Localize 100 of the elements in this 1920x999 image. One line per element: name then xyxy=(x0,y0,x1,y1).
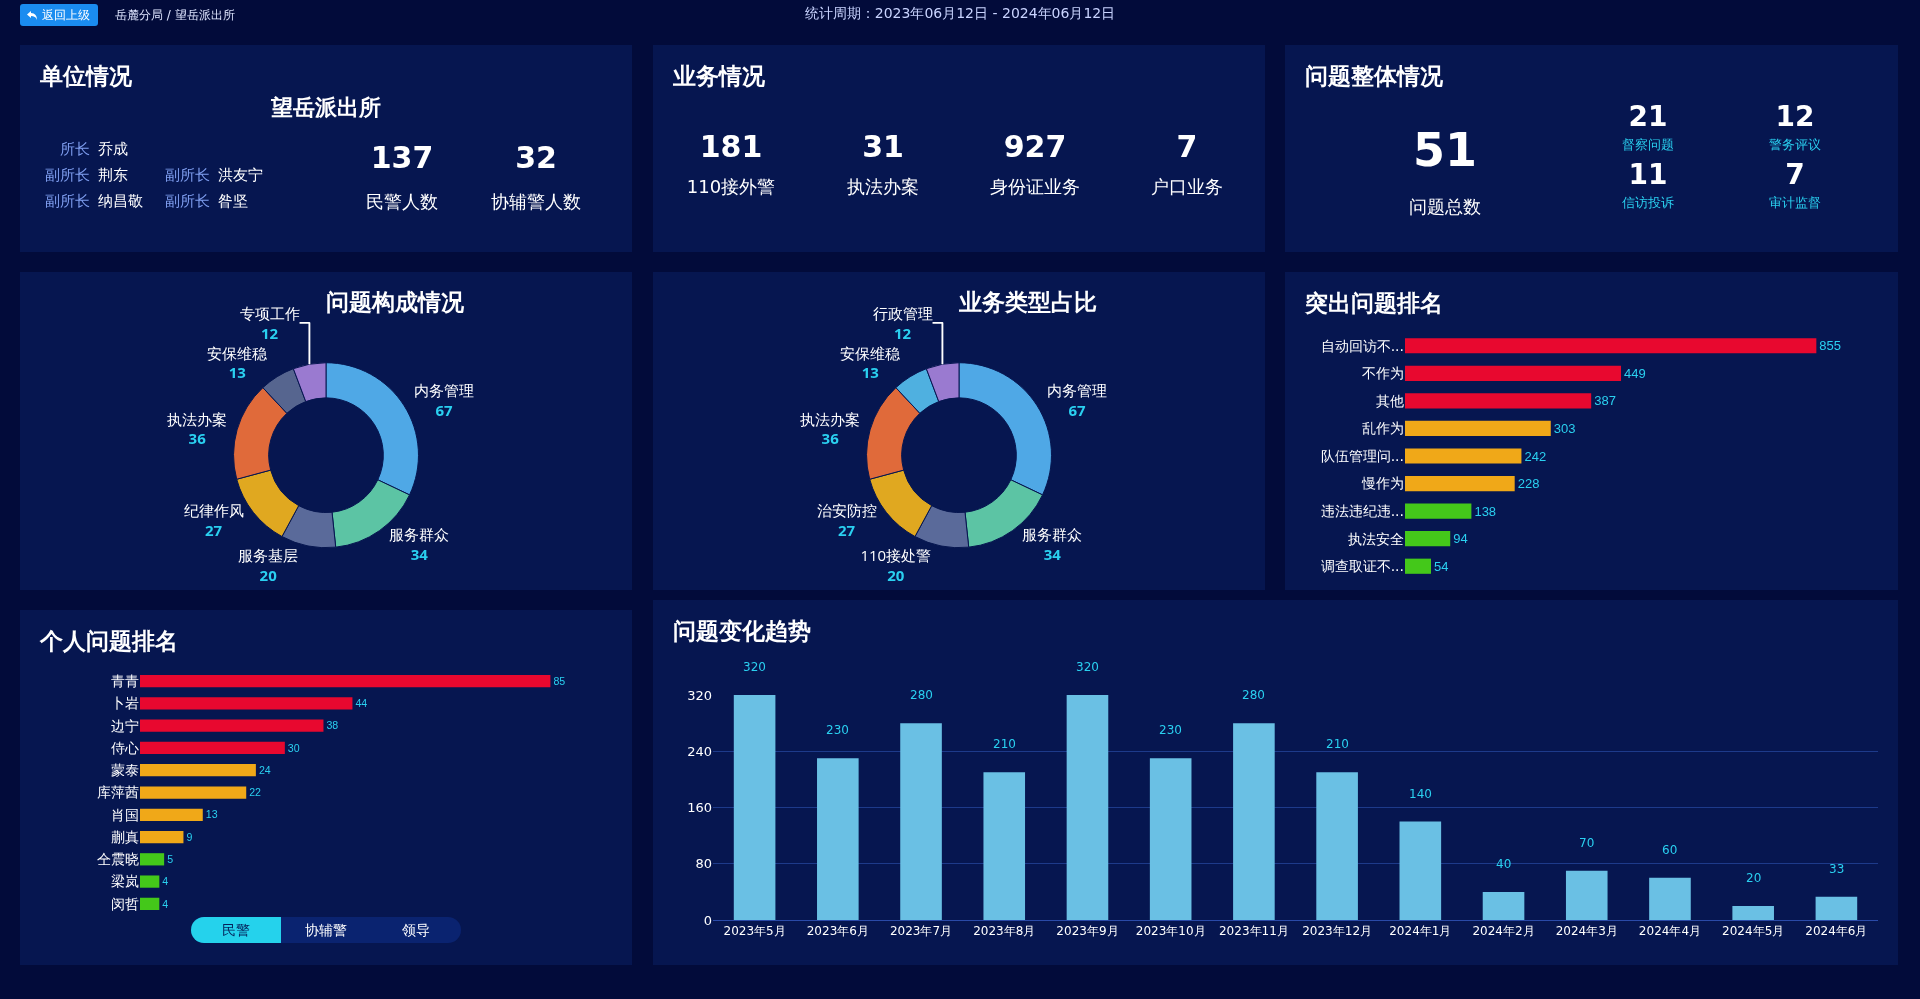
data-label: 94 xyxy=(1453,531,1468,547)
y-tick-label: 蒙泰 xyxy=(111,762,139,779)
data-label: 927 xyxy=(1003,129,1067,164)
slice-label: 治安防控 xyxy=(816,500,877,521)
text: 洪友宁 xyxy=(218,166,263,185)
data-label: 230 xyxy=(826,723,849,737)
y-tick-label: 0 xyxy=(703,912,712,928)
text: 返回上级 xyxy=(42,7,90,24)
bar xyxy=(140,764,256,777)
data-label: 22 xyxy=(249,786,262,799)
data-label: 51 xyxy=(1412,123,1478,177)
data-label: 449 xyxy=(1624,365,1646,381)
data-label: 12 xyxy=(260,322,279,343)
x-tick-label: 2023年10月 xyxy=(1135,924,1206,939)
bar xyxy=(1066,695,1109,920)
text: 望岳派出所 xyxy=(271,94,381,122)
category-label: 督察问题 xyxy=(1622,136,1674,154)
y-tick-label: 不作为 xyxy=(1362,365,1404,382)
data-label: 34 xyxy=(410,543,429,564)
data-label: 20 xyxy=(1746,871,1762,885)
y-tick-label: 队伍管理问... xyxy=(1320,447,1404,464)
bar xyxy=(900,723,942,920)
y-tick-label: 慢作为 xyxy=(1361,475,1404,492)
data-label: 4 xyxy=(162,875,169,888)
slice-label: 行政管理 xyxy=(872,303,933,324)
y-tick-label: 梁岚 xyxy=(111,873,139,890)
data-label: 27 xyxy=(838,519,856,540)
category-label: 问题总数 xyxy=(1409,195,1481,219)
text: 副所长 xyxy=(44,192,90,211)
data-label: 228 xyxy=(1517,476,1540,492)
bar xyxy=(140,741,285,755)
data-label: 137 xyxy=(370,140,434,175)
bar xyxy=(733,695,776,920)
bar xyxy=(1405,503,1472,519)
y-tick-label: 80 xyxy=(695,856,712,872)
category-label: 审计监督 xyxy=(1769,194,1821,212)
y-tick-label: 违法违纪违... xyxy=(1320,503,1404,520)
data-label: 303 xyxy=(1553,420,1576,436)
y-tick-label: 其他 xyxy=(1376,392,1404,409)
x-tick-label: 2023年8月 xyxy=(973,924,1036,939)
bar xyxy=(1565,870,1608,920)
data-label: 60 xyxy=(1662,843,1678,857)
data-label: 230 xyxy=(1159,723,1182,737)
bar xyxy=(1405,420,1551,437)
x-tick-label: 2024年6月 xyxy=(1805,924,1868,939)
data-label: 70 xyxy=(1579,836,1595,850)
bar xyxy=(1316,772,1358,920)
bar xyxy=(1405,531,1451,547)
text: 纳昌敬 xyxy=(98,192,143,211)
data-label: 24 xyxy=(258,763,271,776)
slice-label: 安保维稳 xyxy=(207,342,268,363)
tab-switch: 民警 协辅警 领导 xyxy=(191,917,461,943)
y-tick-label: 调查取证不... xyxy=(1320,558,1404,575)
bar xyxy=(1405,475,1515,492)
data-label: 7 xyxy=(1176,129,1198,164)
data-label: 13 xyxy=(861,362,879,383)
category-label: 信访投诉 xyxy=(1622,194,1674,212)
data-label: 387 xyxy=(1594,393,1616,409)
slice-label: 内务管理 xyxy=(1047,380,1108,401)
slice-label: 服务群众 xyxy=(389,524,450,545)
slice-label: 服务基层 xyxy=(238,545,299,566)
x-tick-label: 2023年9月 xyxy=(1056,924,1119,939)
slice-label: 执法办案 xyxy=(167,408,228,429)
data-label: 280 xyxy=(1242,688,1265,702)
data-label: 36 xyxy=(821,428,840,449)
x-tick-label: 2023年12月 xyxy=(1302,924,1373,939)
data-label: 280 xyxy=(910,688,933,702)
slice-label: 安保维稳 xyxy=(840,342,901,363)
chart-title: 问题构成情况 xyxy=(326,285,465,318)
bar xyxy=(983,772,1026,920)
text: 荆东 xyxy=(98,166,128,185)
data-label: 40 xyxy=(1496,857,1512,871)
text: 岳麓分局 / 望岳派出所 xyxy=(115,7,235,24)
y-tick-label: 闵哲 xyxy=(111,895,139,912)
bar xyxy=(140,675,551,688)
data-label: 242 xyxy=(1524,448,1547,464)
data-label: 9 xyxy=(186,830,193,843)
x-tick-label: 2023年11月 xyxy=(1218,924,1289,939)
data-label: 33 xyxy=(1829,862,1845,876)
chart-title: 个人问题排名 xyxy=(40,627,178,656)
y-tick-label: 240 xyxy=(687,743,712,759)
bar xyxy=(1482,891,1525,920)
bar xyxy=(1649,877,1691,920)
bar xyxy=(140,786,247,799)
bar xyxy=(1815,896,1858,920)
x-tick-label: 2024年1月 xyxy=(1389,924,1452,939)
data-label: 36 xyxy=(188,428,207,449)
y-tick-label: 自动回访不... xyxy=(1320,337,1404,354)
text: 所长 xyxy=(59,140,90,159)
data-label: 320 xyxy=(1076,660,1099,674)
bar xyxy=(140,830,184,844)
x-tick-label: 2023年6月 xyxy=(806,924,869,939)
data-label: 11 xyxy=(1628,158,1668,191)
y-tick-label: 青青 xyxy=(111,673,139,690)
slice-label: 服务群众 xyxy=(1022,524,1083,545)
bar xyxy=(1405,393,1592,409)
data-label: 7 xyxy=(1785,158,1805,191)
text: 问题整体情况 xyxy=(1305,62,1443,91)
bar xyxy=(1732,905,1774,920)
text: 业务情况 xyxy=(673,62,765,91)
